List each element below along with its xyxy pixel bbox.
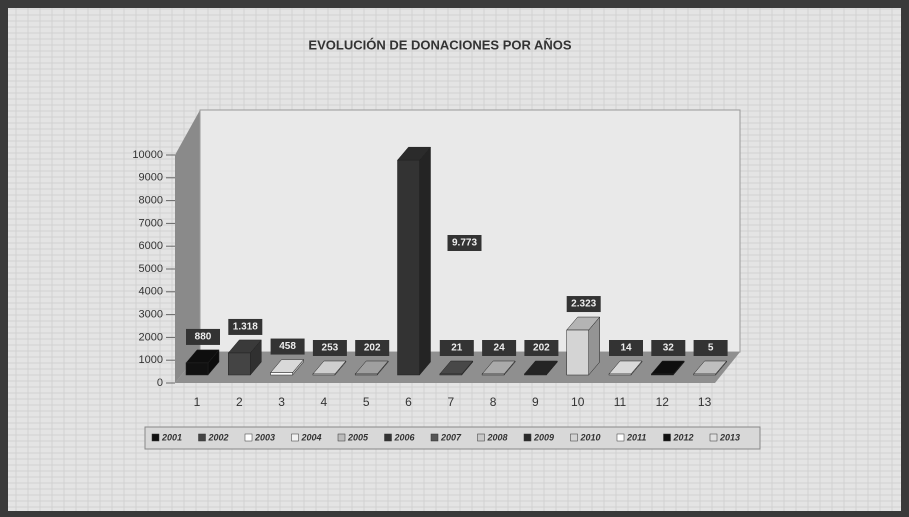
x-tick-label: 12 <box>656 395 670 409</box>
data-label-box <box>439 340 474 356</box>
x-tick-label: 2 <box>236 395 243 409</box>
data-label-box <box>524 340 559 356</box>
legend-label: 2001 <box>161 432 182 442</box>
bar <box>481 373 505 376</box>
bar <box>439 373 463 376</box>
data-label-box <box>609 340 643 356</box>
x-tick-label: 13 <box>698 395 712 409</box>
x-tick-label: 9 <box>532 395 539 409</box>
data-label: 202 <box>364 343 381 354</box>
data-label-box <box>447 235 482 251</box>
bar <box>185 362 209 376</box>
x-tick-label: 10 <box>571 395 585 409</box>
data-label: 2.323 <box>571 299 596 310</box>
data-label-box <box>312 340 347 356</box>
legend-swatch <box>477 433 485 442</box>
legend-swatch <box>663 433 671 442</box>
x-tick-label: 8 <box>490 395 497 409</box>
legend-swatch <box>570 433 578 442</box>
legend-label: 2012 <box>673 432 694 442</box>
legend-swatch <box>430 433 439 442</box>
x-tick-label: 11 <box>614 395 627 409</box>
legend-label: 2010 <box>580 432 601 442</box>
y-tick-label: 9000 <box>139 172 163 184</box>
bar-side <box>419 146 431 376</box>
data-label: 458 <box>279 341 296 352</box>
legend-swatch <box>709 433 718 442</box>
y-tick-label: 8000 <box>139 195 163 207</box>
bar <box>397 159 420 376</box>
bar <box>566 329 589 376</box>
x-tick-label: 6 <box>405 395 412 409</box>
legend-label: 2002 <box>208 432 229 442</box>
bar <box>270 372 293 376</box>
data-label-box <box>482 340 517 356</box>
bar <box>312 373 336 376</box>
bar <box>228 352 251 376</box>
x-tick-label: 5 <box>363 395 370 409</box>
bar <box>651 373 674 376</box>
y-tick-label: 7000 <box>139 217 163 229</box>
legend-swatch <box>244 433 253 442</box>
y-tick-label: 6000 <box>139 240 163 252</box>
y-tick-label: 4000 <box>139 286 163 298</box>
legend-label: 2003 <box>254 432 275 442</box>
legend-label: 2005 <box>347 432 369 442</box>
legend-label: 2013 <box>719 432 740 442</box>
legend-swatch <box>384 433 392 442</box>
legend-label: 2006 <box>394 432 416 442</box>
legend-swatch <box>337 433 346 442</box>
bar <box>693 373 716 376</box>
back-wall <box>199 109 741 353</box>
legend-label: 2004 <box>301 432 322 442</box>
data-label: 9.773 <box>452 238 477 249</box>
x-tick-label: 7 <box>447 395 454 409</box>
data-label-box <box>566 296 601 313</box>
bar <box>354 373 378 376</box>
legend-label: 2011 <box>626 432 646 442</box>
data-label-box <box>270 338 305 355</box>
data-label-box <box>651 340 686 356</box>
data-label-box <box>228 318 263 335</box>
x-tick-label: 3 <box>278 395 285 409</box>
data-label: 253 <box>322 343 339 354</box>
y-tick-label: 0 <box>157 377 163 389</box>
data-label: 14 <box>620 343 632 354</box>
data-label: 5 <box>708 343 714 354</box>
data-label-box <box>186 328 220 345</box>
data-label: 24 <box>494 343 506 354</box>
x-tick-label: 1 <box>194 395 201 409</box>
legend-swatch <box>151 433 160 442</box>
legend-swatch <box>198 433 206 442</box>
data-label: 1.318 <box>233 322 258 333</box>
y-tick-label: 3000 <box>139 309 163 321</box>
legend-label: 2007 <box>440 432 462 442</box>
y-tick-label: 5000 <box>139 263 163 275</box>
data-label: 880 <box>195 332 212 343</box>
legend-swatch <box>616 433 625 442</box>
chart-title: EVOLUCIÓN DE DONACIONES POR AÑOS <box>308 37 571 52</box>
legend-label: 2009 <box>533 432 554 442</box>
legend-swatch <box>523 433 532 442</box>
data-label: 32 <box>663 343 675 354</box>
x-tick-label: 4 <box>321 395 328 409</box>
legend-swatch <box>291 433 299 442</box>
y-tick-label: 1000 <box>139 354 163 366</box>
y-tick-label: 10000 <box>132 149 163 161</box>
data-label: 21 <box>451 343 463 354</box>
bar <box>524 373 547 376</box>
legend-box <box>144 426 761 450</box>
data-label-box <box>693 340 728 356</box>
legend-label: 2008 <box>487 432 508 442</box>
data-label-box <box>355 340 390 356</box>
y-tick-label: 2000 <box>139 331 163 343</box>
bar <box>608 373 632 376</box>
data-label: 202 <box>533 343 550 354</box>
left-wall <box>175 110 200 383</box>
